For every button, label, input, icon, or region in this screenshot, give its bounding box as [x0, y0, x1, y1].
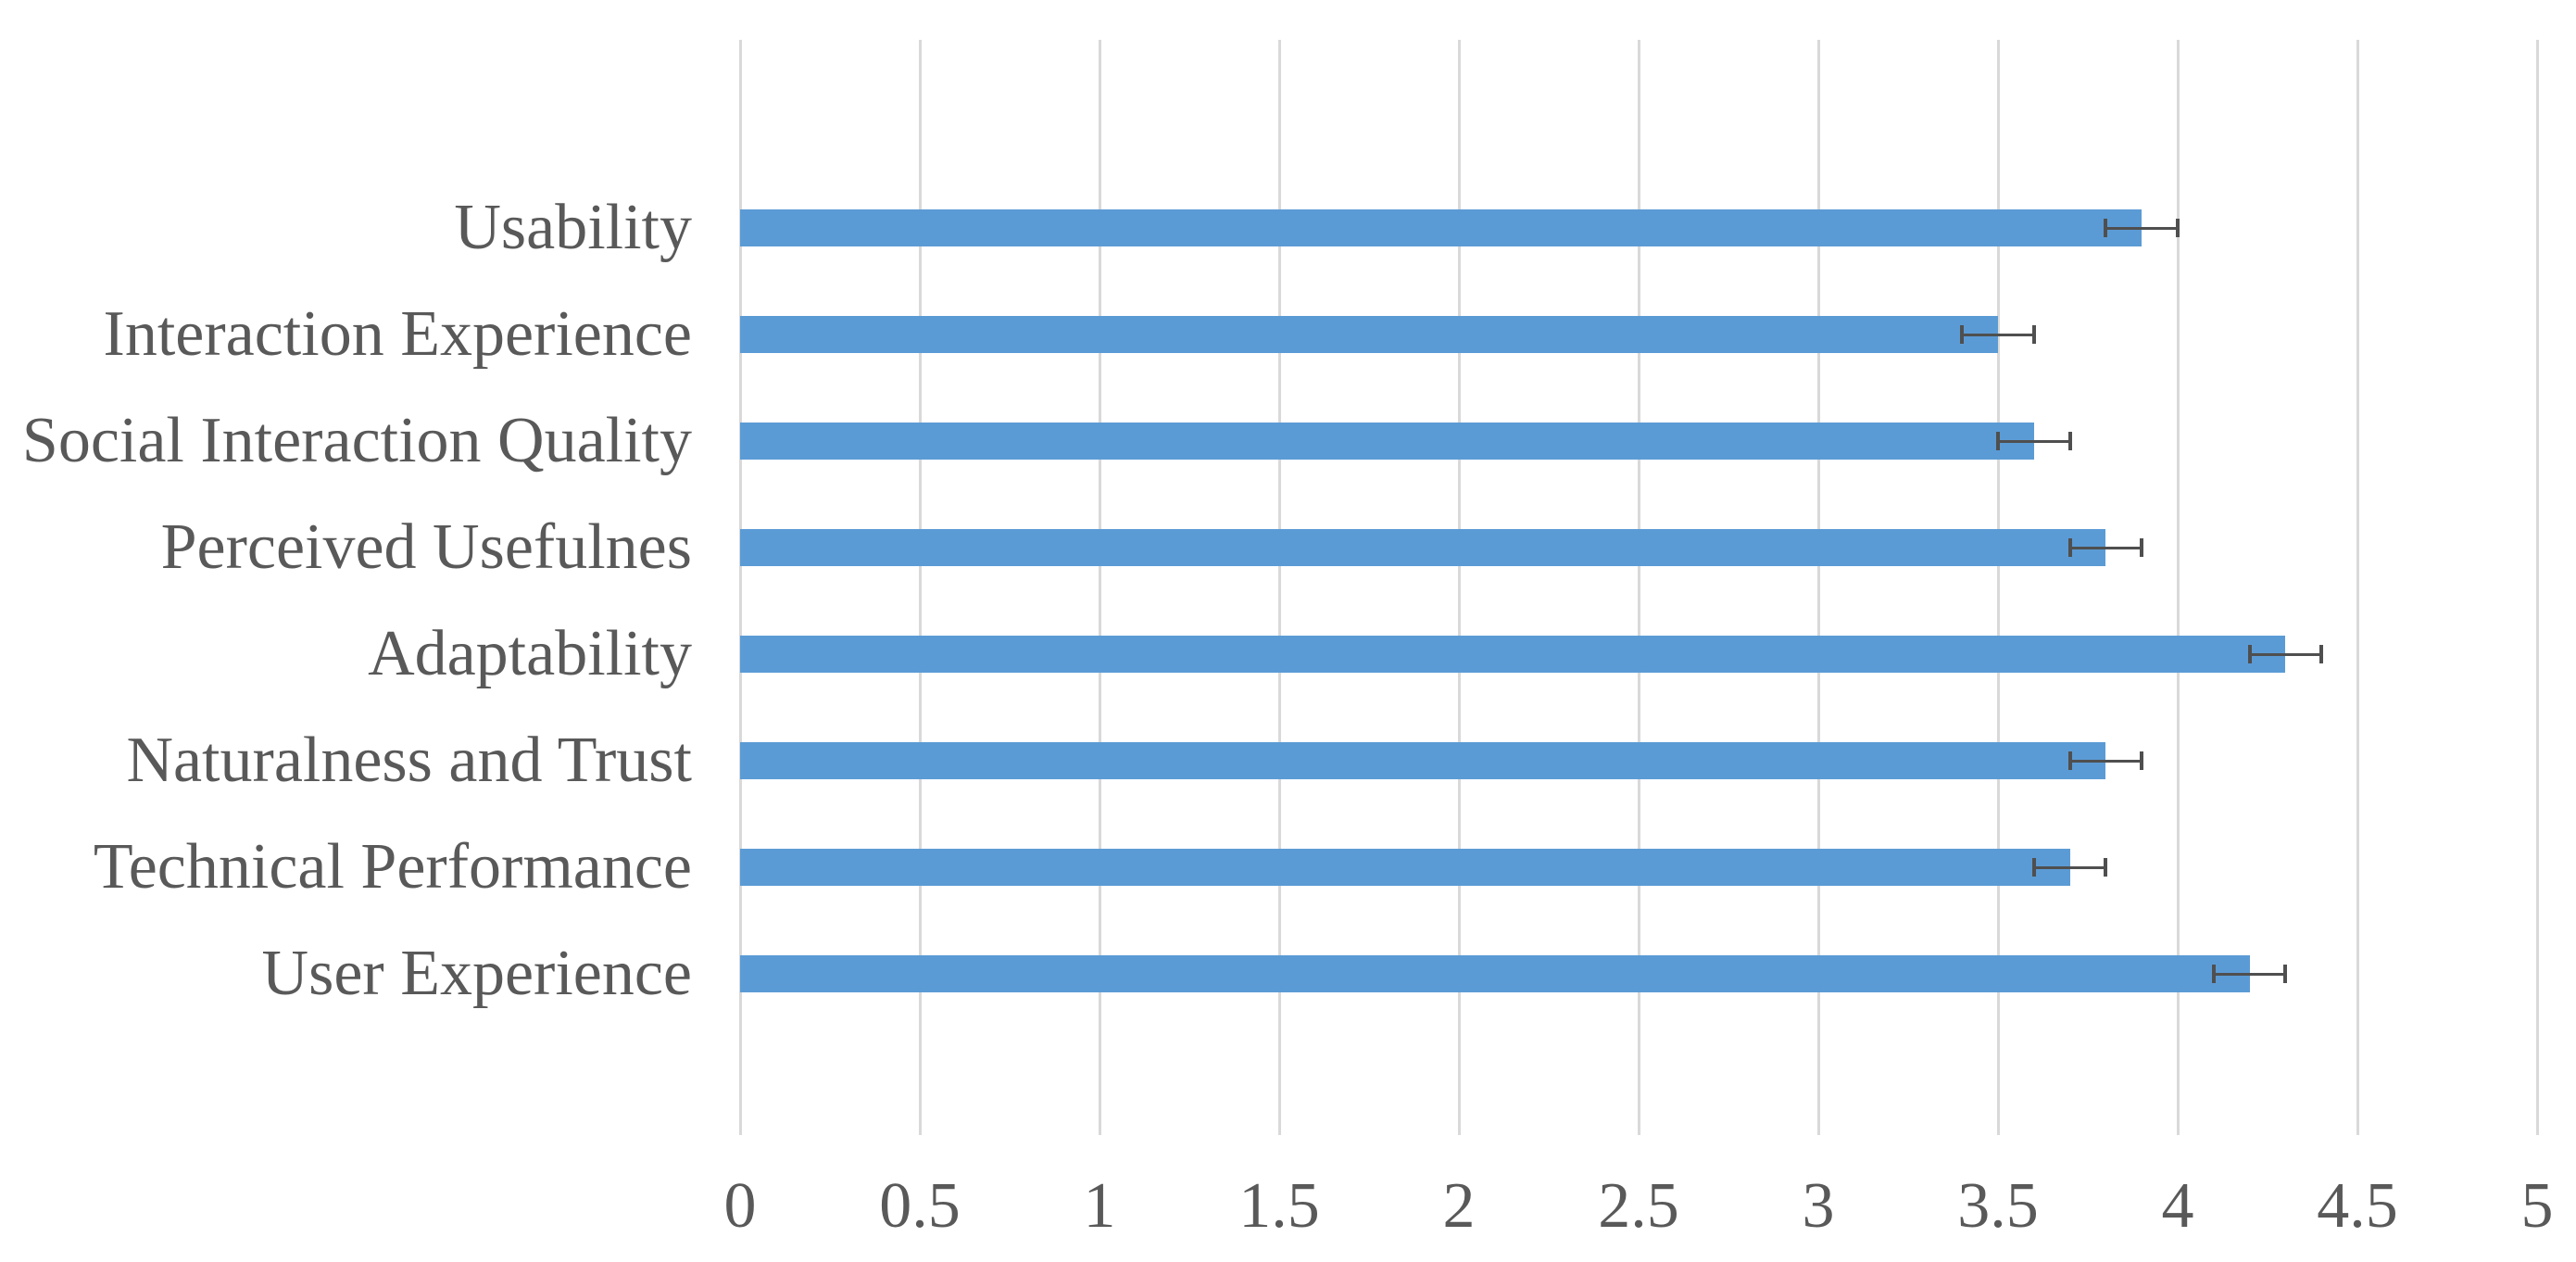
gridline-x-0 — [739, 40, 742, 1135]
error-bar — [1962, 333, 2034, 336]
gridline-x-1 — [1099, 40, 1101, 1135]
x-tick-label: 3 — [1802, 1170, 1835, 1242]
gridline-x-4.5 — [2356, 40, 2359, 1135]
bar-naturalness-and-trust — [740, 742, 2106, 779]
error-bar — [2069, 759, 2142, 763]
error-bar-cap-low — [2104, 219, 2108, 237]
error-bar-cap-low — [2067, 751, 2072, 770]
error-bar — [2249, 652, 2322, 656]
category-label: Adaptability — [368, 618, 692, 689]
error-bar-cap-low — [1996, 432, 2000, 450]
error-bar — [2213, 972, 2286, 976]
bar-social-interaction-quality — [740, 423, 2034, 460]
category-label: Social Interaction Quality — [21, 405, 692, 476]
bar-technical-performance — [740, 849, 2070, 886]
x-tick-label: 2 — [1442, 1170, 1476, 1242]
category-label: Technical Performance — [93, 831, 692, 902]
x-tick-label: 3.5 — [1957, 1170, 2039, 1242]
error-bar-cap-high — [2176, 219, 2180, 237]
error-bar — [1998, 439, 2070, 443]
category-label: User Experience — [261, 938, 692, 1009]
error-bar-cap-low — [2247, 645, 2252, 663]
error-bar-cap-high — [2283, 965, 2288, 983]
gridline-x-3.5 — [1997, 40, 2000, 1135]
category-label: Interaction Experience — [103, 298, 692, 370]
category-label: Naturalness and Trust — [126, 725, 692, 796]
error-bar-cap-high — [2067, 432, 2072, 450]
category-label: Usability — [454, 192, 692, 263]
category-label: Perceived Usefulnes — [160, 511, 692, 583]
x-tick-label: 1.5 — [1238, 1170, 1320, 1242]
x-tick-label: 2.5 — [1598, 1170, 1679, 1242]
error-bar-cap-high — [2140, 751, 2144, 770]
bar-usability — [740, 209, 2142, 246]
x-tick-label: 0 — [723, 1170, 757, 1242]
error-bar-cap-low — [2031, 858, 2036, 877]
error-bar — [2033, 865, 2106, 869]
gridline-x-3 — [1817, 40, 1820, 1135]
error-bar-cap-high — [2104, 858, 2108, 877]
x-tick-label: 4 — [2161, 1170, 2194, 1242]
x-tick-label: 4.5 — [2317, 1170, 2398, 1242]
error-bar-cap-low — [2067, 538, 2072, 557]
error-bar — [2069, 546, 2142, 549]
gridline-x-4 — [2177, 40, 2180, 1135]
bar-adaptability — [740, 636, 2286, 673]
gridline-x-0.5 — [919, 40, 922, 1135]
x-tick-label: 0.5 — [879, 1170, 961, 1242]
x-tick-label: 1 — [1083, 1170, 1116, 1242]
bar-interaction-experience — [740, 316, 1998, 353]
error-bar-cap-high — [2140, 538, 2144, 557]
gridline-x-1.5 — [1278, 40, 1281, 1135]
error-bar-cap-low — [1960, 325, 1965, 344]
error-bar-cap-high — [2319, 645, 2324, 663]
error-bar-cap-high — [2031, 325, 2036, 344]
gridline-x-2 — [1458, 40, 1461, 1135]
error-bar-cap-low — [2211, 965, 2216, 983]
gridline-x-2.5 — [1638, 40, 1640, 1135]
x-tick-label: 5 — [2520, 1170, 2554, 1242]
gridline-x-5 — [2536, 40, 2539, 1135]
error-bar — [2105, 226, 2178, 230]
bar-user-experience — [740, 955, 2250, 992]
bar-perceived-usefulnes — [740, 529, 2106, 566]
